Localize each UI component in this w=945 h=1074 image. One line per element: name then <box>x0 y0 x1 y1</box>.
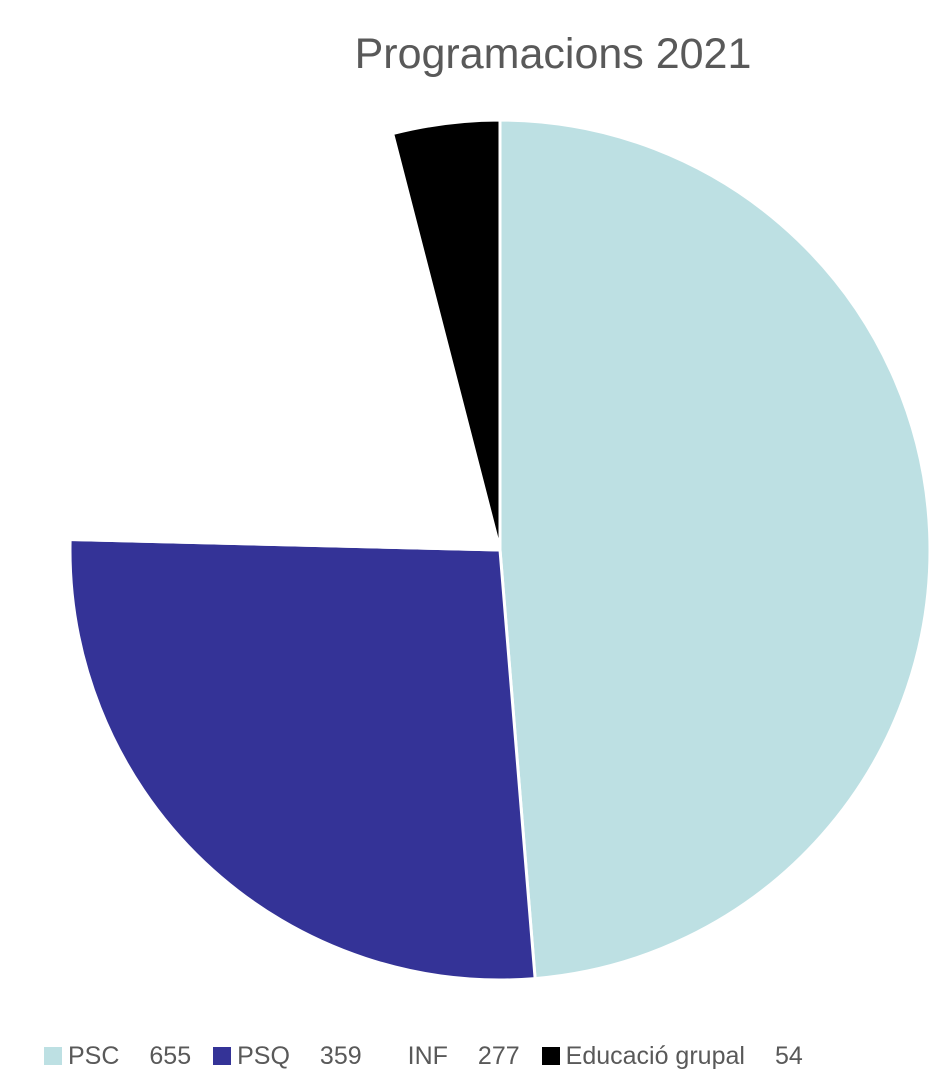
legend-swatch-psq <box>213 1047 232 1065</box>
legend-value-psq: 359 <box>319 1041 362 1070</box>
legend-item-psq: PSQ 359 <box>213 1042 362 1071</box>
legend-swatch-inf <box>383 1047 402 1065</box>
legend-value-educacio-grupal: 54 <box>774 1041 803 1070</box>
legend-label-educacio-grupal: Educació grupal <box>565 1041 745 1070</box>
legend-label-inf: INF <box>407 1041 448 1070</box>
pie-slice-psq <box>68 537 537 982</box>
legend-swatch-educacio-grupal <box>541 1047 560 1065</box>
legend-label-psc: PSC <box>68 1041 120 1070</box>
chart-title: Programacions 2021 <box>354 30 752 78</box>
legend-item-psc: PSC 655 <box>44 1042 191 1071</box>
legend-value-psc: 655 <box>149 1041 192 1070</box>
legend-item-educacio-grupal: Educació grupal 54 <box>541 1041 803 1071</box>
legend-label-psq: PSQ <box>237 1041 290 1070</box>
legend: PSC 655 PSQ 359 INF 277 Educació grupal … <box>44 1036 825 1074</box>
legend-value-inf: 277 <box>477 1041 520 1070</box>
pie-slice-psc <box>498 118 932 981</box>
legend-swatch-psc <box>44 1047 62 1065</box>
pie-slice-inf <box>68 132 502 552</box>
pie-slice-educaci-grupal <box>391 118 502 552</box>
legend-item-inf: INF 277 <box>383 1041 520 1071</box>
